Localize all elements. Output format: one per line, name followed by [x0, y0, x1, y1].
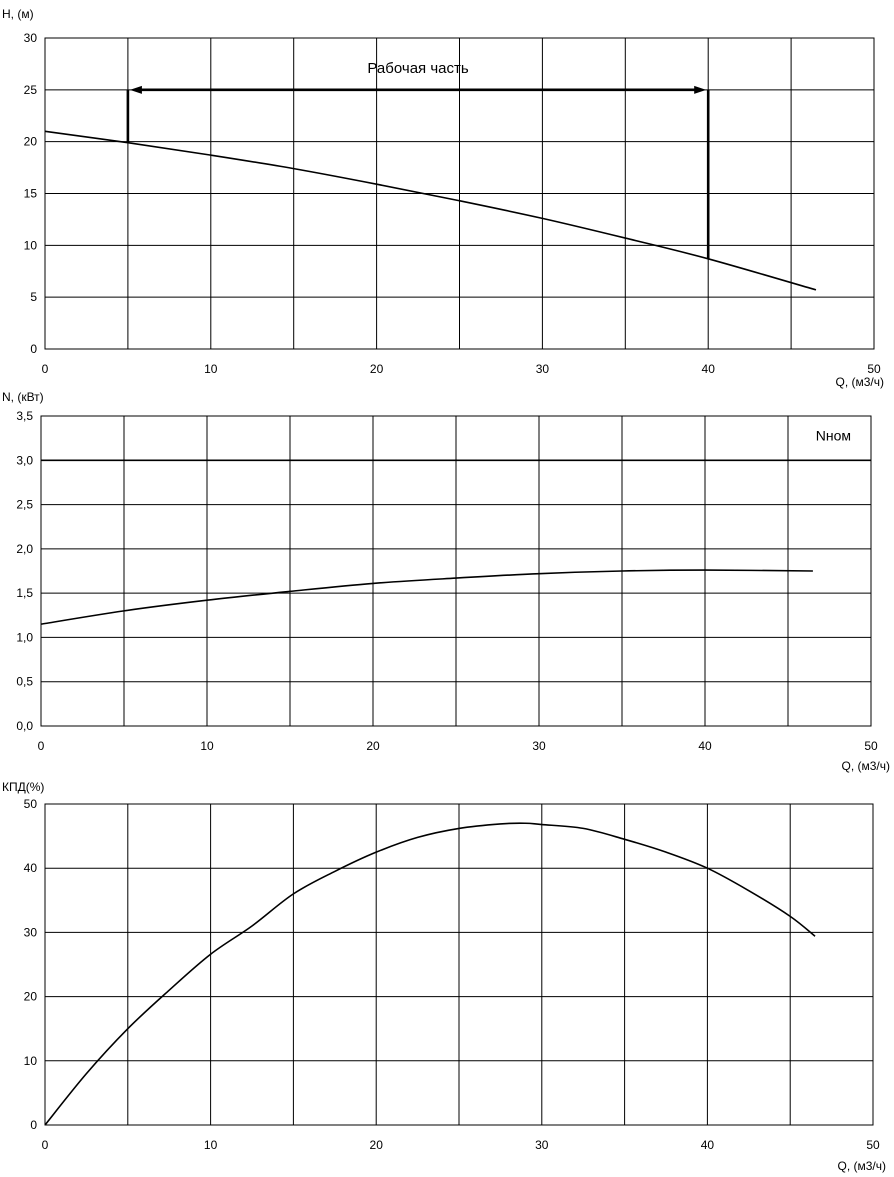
power-chart-frame: [40, 415, 872, 727]
head-chart-marks: [44, 85, 817, 291]
y-tick-label: 50: [24, 797, 38, 811]
y-tick-label: 10: [24, 1054, 38, 1068]
y-tick-label: 20: [24, 990, 38, 1004]
efficiency-chart-x-axis-label: Q, (м3/ч): [837, 1159, 886, 1173]
head-chart-grid: [45, 38, 874, 349]
head-chart-y-axis-label: H, (м): [2, 7, 34, 21]
power-chart-x-ticks: 0 10 20 30 40 50: [38, 739, 878, 753]
y-tick-label: 2,0: [16, 542, 33, 556]
x-tick-label: 50: [864, 739, 878, 753]
y-tick-label: 25: [24, 83, 38, 97]
power-chart-x-axis-label: Q, (м3/ч): [841, 759, 890, 773]
power-chart-marks: [40, 459, 871, 625]
x-tick-label: 10: [200, 739, 214, 753]
series-curve: [40, 569, 813, 625]
x-tick-label: 30: [535, 1138, 549, 1152]
x-tick-label: 0: [42, 1138, 49, 1152]
head-chart-frame: [44, 37, 875, 350]
y-tick-label: 10: [24, 238, 38, 252]
x-tick-label: 10: [204, 1138, 218, 1152]
x-tick-label: 30: [536, 362, 550, 376]
y-tick-label: 30: [24, 31, 38, 45]
y-tick-label: 1,0: [16, 630, 33, 644]
efficiency-chart-frame: [44, 803, 874, 1126]
nominal-power-label: Nном: [816, 427, 851, 443]
y-tick-label: 2,5: [16, 498, 33, 512]
power-chart-y-axis-label: N, (кВт): [2, 392, 44, 404]
y-tick-label: 0: [30, 1118, 37, 1132]
x-tick-label: 20: [370, 362, 384, 376]
efficiency-chart-marks: [44, 822, 816, 1126]
y-tick-label: 0: [30, 342, 37, 356]
y-tick-label: 0,0: [16, 719, 33, 733]
y-tick-label: 0,5: [16, 675, 33, 689]
y-tick-label: 40: [24, 861, 38, 875]
series-curve: [44, 822, 816, 1126]
y-tick-label: 5: [30, 290, 37, 304]
power-chart: 0,0 0,5 1,0 1,5 2,0 2,5 3,0 3,5 0 10 20 30 40 50 N, …: [2, 392, 890, 773]
y-tick-label: 30: [24, 925, 38, 939]
x-tick-label: 10: [204, 362, 218, 376]
efficiency-chart: 0 10 20 30 40 50 0 10 20 30 40 50 КПД(%) Q, (м3/ч): [2, 780, 886, 1173]
power-chart-y-ticks: 0,0 0,5 1,0 1,5 2,0 2,5 3,0 3,5: [16, 409, 33, 733]
x-tick-label: 20: [370, 1138, 384, 1152]
y-tick-label: 3,5: [16, 409, 33, 423]
y-tick-label: 3,0: [16, 453, 33, 467]
head-chart: 0 5 10 15 20 25 30 0 10 20 30 40 50 H, (м) Q, (м3/ч…: [2, 7, 884, 389]
working-range-arrow-head-right: [694, 85, 707, 94]
working-range-label: Рабочая часть: [367, 60, 468, 77]
head-chart-x-axis-label: Q, (м3/ч): [835, 375, 884, 389]
y-tick-label: 20: [24, 135, 38, 149]
x-tick-label: 40: [702, 362, 716, 376]
series-curve: [44, 130, 817, 291]
efficiency-chart-grid: [45, 804, 873, 1125]
head-chart-y-ticks: 0 5 10 15 20 25 30: [24, 31, 38, 356]
x-tick-label: 0: [42, 362, 49, 376]
working-range-arrow-head-left: [129, 85, 142, 94]
y-tick-label: 1,5: [16, 586, 33, 600]
head-chart-x-ticks: 0 10 20 30 40 50: [42, 362, 881, 376]
x-tick-label: 50: [867, 362, 881, 376]
x-tick-label: 0: [38, 739, 45, 753]
efficiency-chart-y-ticks: 0 10 20 30 40 50: [24, 797, 38, 1132]
x-tick-label: 40: [701, 1138, 715, 1152]
efficiency-chart-y-axis-label: КПД(%): [2, 780, 44, 794]
y-tick-label: 15: [24, 187, 38, 201]
efficiency-chart-x-ticks: 0 10 20 30 40 50: [42, 1138, 880, 1152]
x-tick-label: 50: [866, 1138, 880, 1152]
x-tick-label: 30: [532, 739, 546, 753]
x-tick-label: 20: [366, 739, 380, 753]
x-tick-label: 40: [698, 739, 712, 753]
